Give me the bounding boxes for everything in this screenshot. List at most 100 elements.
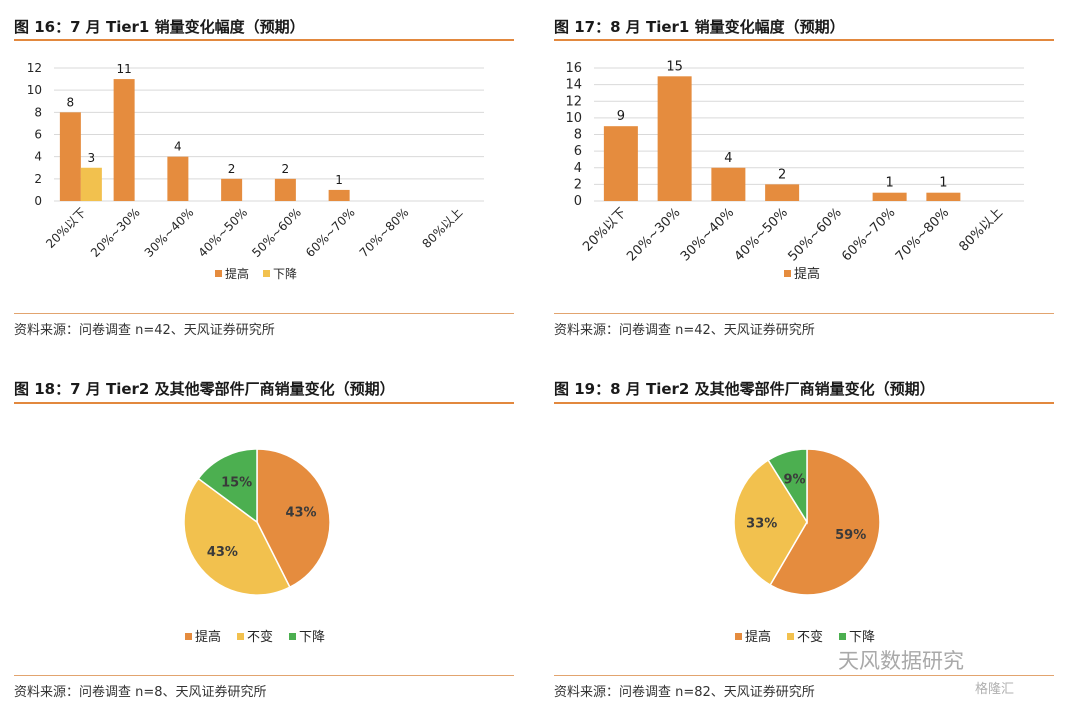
figure-19-pie-chart: 59% 33% 9% 提高 不变 下降 bbox=[733, 448, 881, 645]
fig18-slice-label: 43% bbox=[207, 545, 238, 560]
fig19-slice-label: 9% bbox=[783, 473, 805, 488]
fig19-legend-swatch bbox=[839, 633, 846, 640]
fig16-bar bbox=[80, 167, 102, 201]
fig18-slice-label: 43% bbox=[285, 506, 316, 521]
fig16-category-label: 40%~50% bbox=[196, 205, 251, 260]
fig17-legend-swatch bbox=[784, 270, 791, 277]
fig16-category-label: 20%~30% bbox=[88, 205, 143, 260]
fig17-bar bbox=[711, 167, 746, 201]
fig17-data-label: 4 bbox=[724, 151, 732, 166]
figure-18-pie-chart: 43% 43% 15% 提高 不变 下降 bbox=[183, 448, 331, 645]
fig16-data-label: 11 bbox=[116, 62, 131, 76]
fig19-slice-label: 59% bbox=[835, 528, 866, 543]
fig18-legend-label: 下降 bbox=[299, 630, 325, 645]
fig16-legend-swatch bbox=[263, 270, 270, 277]
fig18-legend-label: 不变 bbox=[247, 629, 273, 645]
fig17-ytick-label: 16 bbox=[565, 61, 582, 76]
fig19-legend-label: 提高 bbox=[745, 629, 771, 645]
fig17-category-label: 40%~50% bbox=[732, 205, 791, 264]
fig18-slice bbox=[256, 448, 331, 589]
fig16-bar bbox=[274, 178, 296, 201]
fig16-bar bbox=[328, 189, 350, 201]
fig16-category-label: 80%以上 bbox=[420, 205, 466, 251]
fig16-legend-label: 提高 bbox=[225, 266, 249, 281]
figure-19-title: 图 19：8 月 Tier2 及其他零部件厂商销量变化（预期） bbox=[554, 380, 935, 398]
fig17-data-label: 9 bbox=[617, 109, 625, 124]
fig16-data-label: 2 bbox=[282, 162, 290, 176]
watermark-text: 天风数据研究 bbox=[838, 649, 964, 673]
fig18-slice bbox=[197, 448, 258, 524]
fig16-ytick-label: 4 bbox=[34, 150, 42, 164]
fig18-slice-label: 15% bbox=[221, 476, 252, 491]
fig17-ytick-label: 2 bbox=[574, 177, 582, 192]
fig19-slice bbox=[733, 459, 808, 587]
figure-17-source-rule bbox=[554, 313, 1054, 314]
fig16-bar bbox=[59, 112, 81, 201]
fig17-ytick-label: 10 bbox=[565, 111, 582, 126]
figure-17-title: 图 17：8 月 Tier1 销量变化幅度（预期） bbox=[554, 18, 845, 36]
figure-16-source: 资料来源：问卷调查 n=42、天风证券研究所 bbox=[14, 323, 275, 338]
watermark-logo: 格隆汇 bbox=[975, 682, 1015, 697]
figure-16: 图 16：7 月 Tier1 销量变化幅度（预期） 0 2 4 6 8 10 12 8 11 4 2… bbox=[14, 16, 514, 346]
figure-19-source: 资料来源：问卷调查 n=82、天风证券研究所 bbox=[554, 685, 815, 700]
fig17-data-label: 1 bbox=[885, 176, 893, 191]
fig17-data-label: 2 bbox=[778, 167, 786, 182]
fig16-legend-label: 下降 bbox=[273, 267, 297, 281]
figure-18-title-rule bbox=[14, 402, 514, 404]
figure-18-source: 资料来源：问卷调查 n=8、天风证券研究所 bbox=[14, 685, 267, 700]
fig16-data-label: 3 bbox=[88, 151, 96, 165]
fig17-category-label: 20%~30% bbox=[624, 205, 683, 264]
fig17-bar bbox=[872, 192, 907, 201]
fig17-bar bbox=[926, 192, 961, 201]
figure-16-source-rule bbox=[14, 313, 514, 314]
fig17-ytick-label: 4 bbox=[574, 161, 582, 176]
fig16-category-label: 50%~60% bbox=[249, 205, 304, 260]
fig17-category-label: 60%~70% bbox=[839, 205, 898, 264]
fig16-ytick-label: 6 bbox=[34, 128, 42, 142]
fig17-bar bbox=[765, 184, 800, 201]
fig16-category-label: 30%~40% bbox=[142, 205, 197, 260]
fig16-category-label: 60%~70% bbox=[303, 205, 358, 260]
figure-18-source-rule bbox=[14, 675, 514, 676]
fig16-data-label: 2 bbox=[228, 162, 236, 176]
fig17-bar bbox=[657, 76, 692, 201]
figure-16-title-rule bbox=[14, 39, 514, 41]
fig16-ytick-label: 12 bbox=[27, 61, 42, 75]
fig16-category-label: 20%以下 bbox=[43, 205, 89, 251]
fig18-legend-swatch bbox=[185, 633, 192, 640]
fig17-ytick-label: 0 bbox=[574, 194, 582, 209]
fig19-legend-label: 下降 bbox=[849, 630, 875, 645]
figure-18: 图 18：7 月 Tier2 及其他零部件厂商销量变化（预期） 43% 43% 15… bbox=[14, 378, 514, 703]
figure-19: 图 19：8 月 Tier2 及其他零部件厂商销量变化（预期） 59% 33% 9%… bbox=[554, 378, 1054, 703]
figure-16-bar-chart: 0 2 4 6 8 10 12 8 11 4 2 2 1 3 20%以下 20%~30% 30%~40% 40%~… bbox=[27, 61, 484, 281]
fig17-category-label: 30%~40% bbox=[678, 205, 737, 264]
fig19-slice bbox=[769, 448, 881, 596]
fig16-bar bbox=[221, 178, 243, 201]
fig19-legend-swatch bbox=[787, 633, 794, 640]
fig19-legend-swatch bbox=[735, 633, 742, 640]
fig17-bar bbox=[603, 126, 638, 201]
fig17-ytick-label: 12 bbox=[565, 94, 582, 109]
fig16-bar bbox=[113, 79, 135, 201]
fig17-data-label: 15 bbox=[666, 59, 683, 74]
fig16-ytick-label: 8 bbox=[34, 105, 42, 119]
fig16-data-label: 4 bbox=[174, 140, 182, 154]
fig16-ytick-label: 10 bbox=[27, 83, 42, 97]
fig16-category-label: 70%~80% bbox=[357, 205, 412, 260]
fig16-ytick-label: 2 bbox=[34, 172, 42, 186]
fig17-category-label: 20%以下 bbox=[580, 205, 629, 254]
fig17-category-label: 50%~60% bbox=[786, 205, 845, 264]
fig16-bar bbox=[167, 156, 189, 201]
fig17-category-label: 70%~80% bbox=[893, 205, 952, 264]
fig17-ytick-label: 6 bbox=[574, 144, 582, 159]
fig17-category-label: 80%以上 bbox=[957, 205, 1006, 254]
fig16-data-label: 1 bbox=[335, 173, 343, 187]
figure-17-source: 资料来源：问卷调查 n=42、天风证券研究所 bbox=[554, 323, 815, 338]
fig19-slice-label: 33% bbox=[746, 517, 777, 532]
fig17-ytick-label: 14 bbox=[565, 78, 582, 93]
fig16-ytick-label: 0 bbox=[34, 194, 42, 208]
fig17-ytick-label: 8 bbox=[574, 128, 582, 143]
figure-19-source-rule bbox=[554, 675, 1054, 676]
fig19-slice bbox=[767, 448, 808, 525]
